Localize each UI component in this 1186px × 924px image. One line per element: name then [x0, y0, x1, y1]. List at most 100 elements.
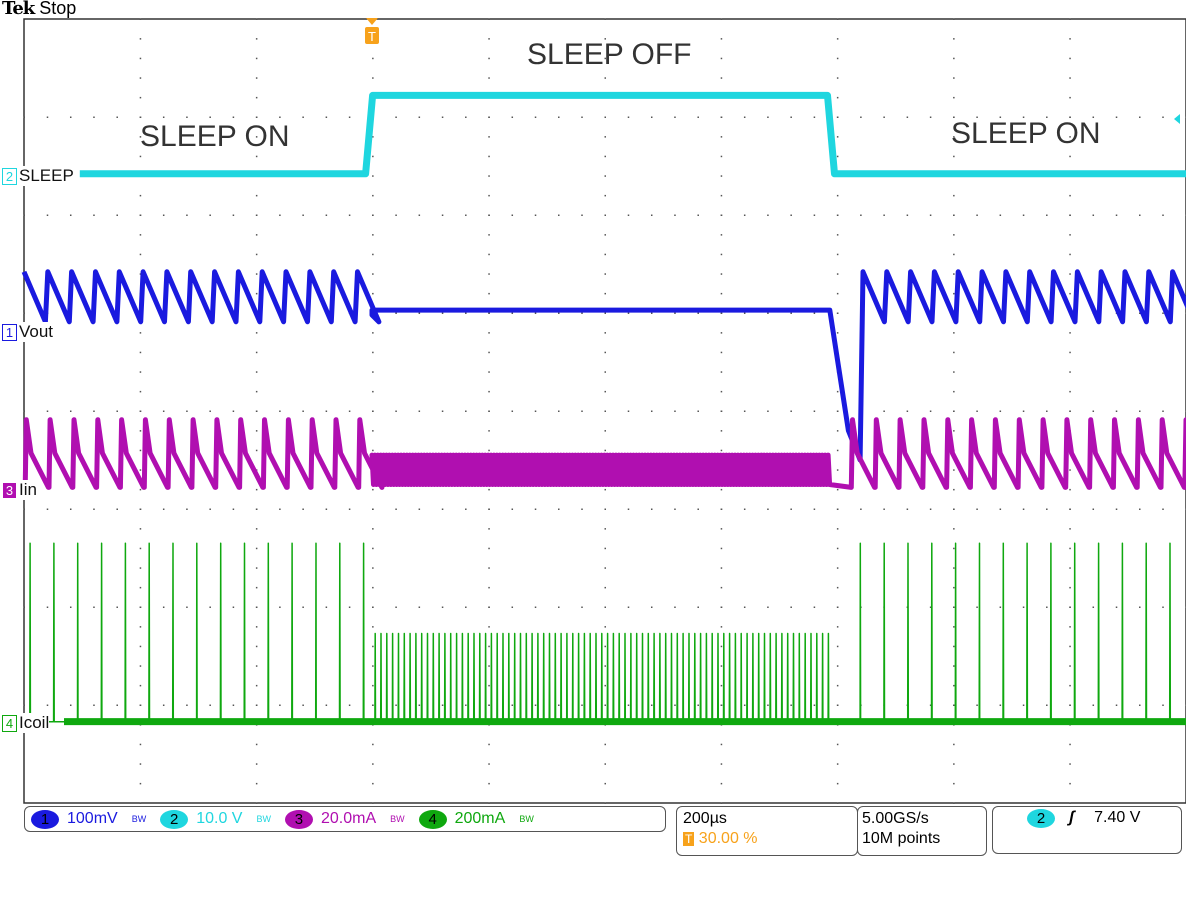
grid-dot [488, 312, 490, 314]
grid-dot [255, 449, 258, 452]
grid-dot [255, 96, 258, 99]
channel-settings-bar[interactable]: 1 100mV BW 2 10.0 V BW 3 20.0mA BW 4 200mA BW [24, 806, 666, 832]
grid-dot [395, 606, 397, 608]
grid-dot [976, 410, 978, 412]
grid-dot [1162, 606, 1164, 608]
grid-dot [372, 782, 374, 785]
timebase-box[interactable]: 200µs T 30.00 % [676, 806, 858, 856]
grid-dot [767, 508, 769, 510]
ch3-bw-icon: BW [390, 814, 405, 824]
grid-dot [767, 116, 769, 118]
grid-dot [720, 292, 723, 295]
grid-dot [953, 273, 955, 275]
grid-dot [1069, 665, 1071, 667]
grid-dot [534, 704, 537, 706]
grid-dot [836, 116, 839, 118]
grid-dot [255, 390, 258, 393]
ch3-badge[interactable]: 3 [284, 809, 313, 829]
grid-dot [255, 547, 258, 550]
grid-dot [1022, 214, 1025, 216]
grid-dot [790, 312, 792, 314]
grid-dot [674, 606, 676, 608]
grid-dot [1092, 410, 1095, 412]
grid-dot [604, 508, 606, 510]
grid-dot [697, 704, 699, 706]
grid-dot [46, 508, 49, 510]
grid-dot [139, 763, 142, 765]
grid-dot [767, 214, 769, 216]
grid-dot [1069, 743, 1071, 746]
grid-dot [604, 116, 606, 118]
grid-dot [976, 214, 978, 216]
grid-dot [1022, 508, 1025, 510]
grid-dot [674, 214, 676, 216]
annotation-sleep-on-left: SLEEP ON [140, 120, 290, 153]
ch4-badge[interactable]: 4 [418, 809, 447, 829]
grid-dot [1069, 136, 1071, 138]
grid-dot [883, 508, 885, 510]
grid-dot [372, 449, 374, 452]
grid-dot [836, 626, 839, 628]
grid-dot [836, 684, 839, 687]
grid-dot [1092, 704, 1095, 706]
grid-dot [836, 77, 839, 79]
grid-dot [953, 38, 955, 40]
grid-dot [69, 410, 72, 412]
grid-dot [674, 508, 676, 510]
grid-dot [674, 704, 676, 706]
grid-dot [232, 116, 235, 118]
grid-dot [697, 410, 699, 412]
grid-dot [488, 626, 490, 628]
grid-dot [836, 763, 839, 765]
grid-dot [372, 586, 374, 589]
grid-dot [1069, 488, 1071, 491]
grid-dot [302, 116, 304, 118]
grid-dot [209, 116, 211, 118]
grid-dot [650, 508, 653, 510]
grid-dot [139, 390, 142, 393]
grid-dot [255, 430, 258, 432]
ch1-scale: 100mV [67, 810, 118, 827]
grid-dot [139, 684, 142, 687]
ch2-badge[interactable]: 2 [160, 809, 189, 829]
grid-dot [139, 586, 142, 589]
grid-dot [906, 508, 909, 510]
grid-dot [813, 704, 816, 706]
grid-dot [372, 802, 374, 804]
grid-dot [627, 116, 630, 118]
grid-dot [720, 175, 723, 177]
grid-dot [302, 704, 304, 706]
ch1-badge[interactable]: 1 [31, 809, 59, 829]
grid-dot [465, 508, 467, 510]
grid-dot [1115, 116, 1118, 118]
grid-dot [255, 351, 258, 354]
grid-dot [255, 371, 258, 373]
grid-dot [534, 116, 537, 118]
grid-dot [348, 704, 351, 706]
grid-dot [255, 626, 258, 628]
grid-dot [255, 136, 258, 138]
grid-dot [558, 312, 560, 314]
grid-dot [372, 488, 374, 491]
grid-dot [767, 704, 769, 706]
grid-dot [162, 508, 165, 510]
grid-dot [604, 410, 606, 412]
grid-dot [836, 214, 839, 216]
trigger-box[interactable]: 2 ʃ 7.40 V [992, 806, 1182, 854]
grid-dot [302, 508, 304, 510]
grid-dot [743, 312, 746, 314]
grid-dot [1069, 38, 1071, 40]
grid-dot [604, 782, 606, 785]
acquisition-box[interactable]: 5.00GS/s 10M points [857, 806, 987, 856]
grid-dot [116, 606, 118, 608]
grid-dot [418, 214, 421, 216]
grid-dot [139, 351, 142, 354]
grid-dot [860, 214, 862, 216]
grid-dot [488, 430, 490, 432]
grid-dot [46, 704, 49, 706]
iin-trace [22, 417, 1186, 490]
grid-dot [534, 508, 537, 510]
grid-dot [255, 38, 258, 40]
grid-dot [604, 38, 606, 40]
grid-dot [604, 273, 606, 275]
